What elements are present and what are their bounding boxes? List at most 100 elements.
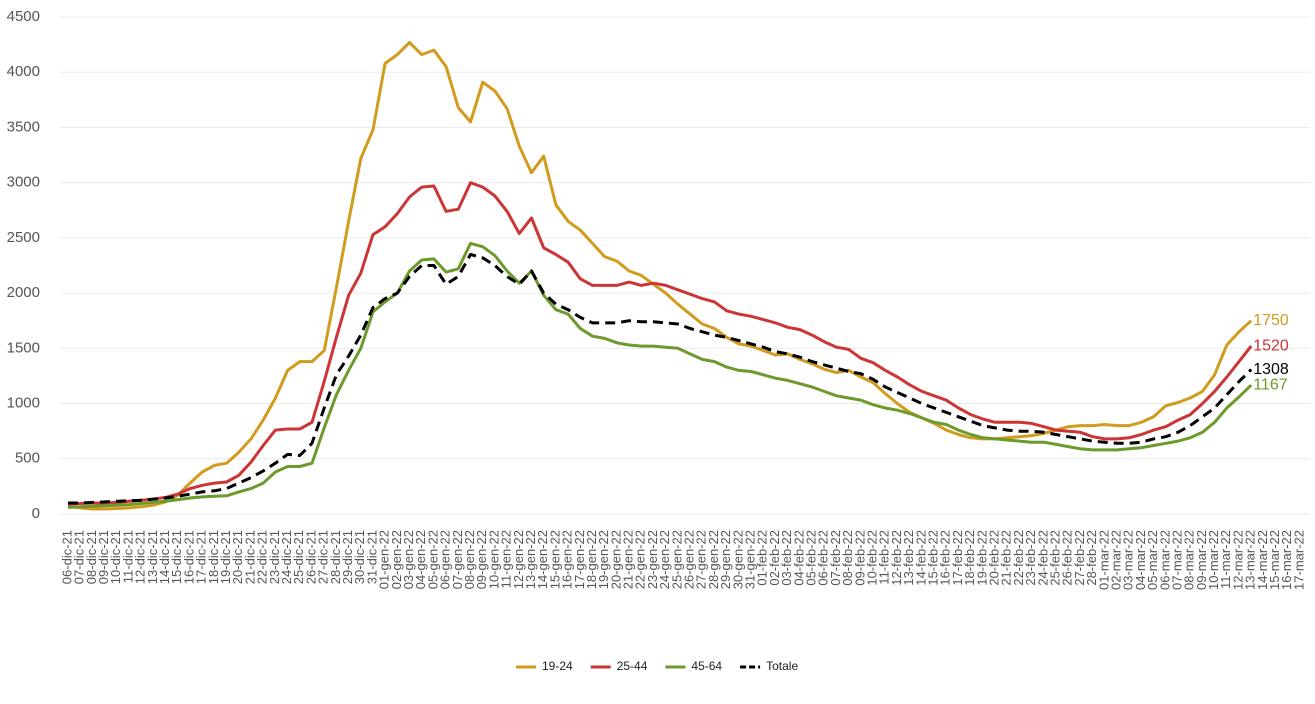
x-tick-label: 15-feb-22 bbox=[925, 530, 940, 586]
x-tick-label: 15-dic-21 bbox=[169, 530, 184, 584]
x-tick-label: 04-feb-22 bbox=[791, 530, 806, 586]
x-tick-label: 08-gen-22 bbox=[462, 530, 477, 589]
x-tick-label: 20-dic-21 bbox=[230, 530, 245, 584]
x-tick-label: 18-feb-22 bbox=[962, 530, 977, 586]
legend-label: 19-24 bbox=[542, 659, 573, 673]
x-tick-label: 19-gen-22 bbox=[596, 530, 611, 589]
x-tick-label: 17-dic-21 bbox=[194, 530, 209, 584]
legend-label: 45-64 bbox=[691, 659, 722, 673]
x-tick-label: 03-mar-22 bbox=[1121, 530, 1136, 590]
y-tick-label: 1000 bbox=[7, 395, 40, 412]
x-tick-label: 02-gen-22 bbox=[389, 530, 404, 589]
x-tick-label: 15-gen-22 bbox=[547, 530, 562, 589]
x-tick-label: 18-dic-21 bbox=[206, 530, 221, 584]
x-tick-label: 21-feb-22 bbox=[999, 530, 1014, 586]
x-tick-label: 05-mar-22 bbox=[1145, 530, 1160, 590]
x-tick-label: 09-gen-22 bbox=[474, 530, 489, 589]
x-tick-label: 17-mar-22 bbox=[1291, 530, 1306, 590]
x-tick-label: 28-dic-21 bbox=[328, 530, 343, 584]
x-tick-label: 11-mar-22 bbox=[1218, 530, 1233, 589]
x-tick-label: 21-gen-22 bbox=[621, 530, 636, 589]
x-tick-label: 07-feb-22 bbox=[828, 530, 843, 586]
x-tick-label: 13-gen-22 bbox=[523, 530, 538, 589]
x-tick-label: 24-feb-22 bbox=[1035, 530, 1050, 586]
x-tick-label: 20-gen-22 bbox=[608, 530, 623, 589]
x-tick-label: 02-feb-22 bbox=[767, 530, 782, 586]
x-tick-label: 23-gen-22 bbox=[645, 530, 660, 589]
y-tick-label: 0 bbox=[32, 505, 40, 522]
legend-label: Totale bbox=[766, 659, 798, 673]
x-tick-label: 12-dic-21 bbox=[133, 530, 148, 584]
x-tick-label: 26-dic-21 bbox=[303, 530, 318, 584]
x-tick-label: 11-gen-22 bbox=[499, 530, 514, 588]
x-tick-label: 30-gen-22 bbox=[730, 530, 745, 589]
x-tick-label: 06-mar-22 bbox=[1157, 530, 1172, 590]
x-tick-label: 08-dic-21 bbox=[84, 530, 99, 584]
x-tick-label: 10-gen-22 bbox=[486, 530, 501, 589]
x-tick-label: 23-dic-21 bbox=[267, 530, 282, 584]
y-tick-label: 4500 bbox=[7, 8, 40, 25]
x-tick-label: 02-mar-22 bbox=[1108, 530, 1123, 590]
x-tick-label: 31-dic-21 bbox=[364, 530, 379, 584]
value-label: 1167 bbox=[1253, 376, 1288, 393]
x-tick-label: 17-gen-22 bbox=[572, 530, 587, 589]
x-tick-label: 26-gen-22 bbox=[682, 530, 697, 589]
x-tick-label: 14-dic-21 bbox=[157, 530, 172, 584]
x-tick-label: 06-dic-21 bbox=[59, 530, 74, 584]
x-tick-label: 06-feb-22 bbox=[816, 530, 831, 586]
x-tick-label: 07-mar-22 bbox=[1169, 530, 1184, 590]
x-tick-label: 28-feb-22 bbox=[1084, 530, 1099, 586]
x-tick-label: 19-feb-22 bbox=[974, 530, 989, 586]
x-tick-label: 13-mar-22 bbox=[1243, 530, 1258, 590]
x-tick-label: 10-feb-22 bbox=[865, 530, 880, 586]
x-tick-label: 08-mar-22 bbox=[1182, 530, 1197, 590]
x-tick-label: 04-mar-22 bbox=[1133, 530, 1148, 590]
x-tick-label: 27-dic-21 bbox=[316, 530, 331, 584]
x-tick-label: 20-feb-22 bbox=[986, 530, 1001, 586]
x-tick-label: 25-dic-21 bbox=[291, 530, 306, 584]
x-tick-label: 13-dic-21 bbox=[145, 530, 160, 584]
x-tick-label: 26-feb-22 bbox=[1060, 530, 1075, 586]
x-tick-label: 31-gen-22 bbox=[743, 530, 758, 589]
value-label: 1308 bbox=[1253, 361, 1289, 378]
x-tick-label: 10-dic-21 bbox=[108, 530, 123, 584]
x-tick-label: 29-gen-22 bbox=[718, 530, 733, 589]
x-tick-label: 16-gen-22 bbox=[560, 530, 575, 589]
x-tick-label: 08-feb-22 bbox=[840, 530, 855, 586]
x-tick-label: 05-gen-22 bbox=[425, 530, 440, 589]
x-tick-label: 21-dic-21 bbox=[242, 530, 257, 584]
x-tick-label: 09-dic-21 bbox=[96, 530, 111, 584]
x-tick-label: 11-feb-22 bbox=[877, 530, 892, 585]
x-tick-label: 11-dic-21 bbox=[120, 530, 135, 583]
x-tick-label: 29-dic-21 bbox=[340, 530, 355, 584]
y-tick-label: 4000 bbox=[7, 63, 40, 80]
x-tick-label: 07-dic-21 bbox=[72, 530, 87, 584]
x-tick-label: 18-gen-22 bbox=[584, 530, 599, 589]
x-tick-label: 06-gen-22 bbox=[438, 530, 453, 589]
y-tick-label: 3500 bbox=[7, 118, 40, 135]
x-tick-label: 25-gen-22 bbox=[669, 530, 684, 589]
x-tick-label: 12-mar-22 bbox=[1230, 530, 1245, 590]
x-tick-label: 17-feb-22 bbox=[950, 530, 965, 586]
x-tick-label: 03-gen-22 bbox=[401, 530, 416, 589]
x-tick-label: 13-feb-22 bbox=[901, 530, 916, 586]
x-tick-label: 19-dic-21 bbox=[218, 530, 233, 584]
y-tick-label: 1500 bbox=[7, 339, 40, 356]
series-line bbox=[68, 253, 1253, 505]
x-tick-label: 28-gen-22 bbox=[706, 530, 721, 589]
x-tick-label: 09-feb-22 bbox=[852, 530, 867, 586]
x-tick-label: 05-feb-22 bbox=[804, 530, 819, 586]
legend-label: 25-44 bbox=[617, 659, 648, 673]
x-tick-label: 16-dic-21 bbox=[181, 530, 196, 584]
x-tick-label: 01-feb-22 bbox=[755, 530, 770, 586]
x-tick-label: 27-gen-22 bbox=[694, 530, 709, 589]
x-tick-label: 04-gen-22 bbox=[413, 530, 428, 589]
x-tick-label: 24-dic-21 bbox=[279, 530, 294, 584]
x-tick-label: 03-feb-22 bbox=[779, 530, 794, 586]
y-tick-label: 500 bbox=[15, 450, 40, 467]
x-tick-label: 22-dic-21 bbox=[255, 530, 270, 584]
y-tick-label: 2500 bbox=[7, 229, 40, 246]
x-tick-label: 12-gen-22 bbox=[511, 530, 526, 589]
value-label: 1750 bbox=[1253, 312, 1289, 329]
x-tick-label: 16-mar-22 bbox=[1279, 530, 1294, 590]
